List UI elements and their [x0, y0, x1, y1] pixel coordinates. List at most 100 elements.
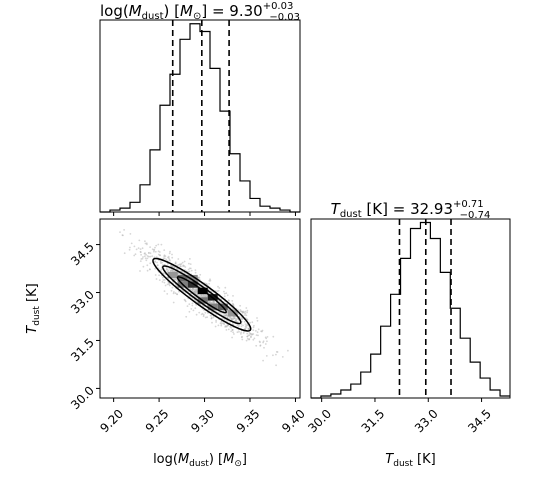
- joint-yticklabel-0: 30.0: [68, 383, 97, 412]
- joint-xticklabel-3: 9.35: [234, 407, 263, 436]
- scatter-point: [194, 307, 197, 310]
- scatter-point: [160, 243, 163, 246]
- scatter-point: [203, 309, 206, 312]
- scatter-point: [236, 331, 239, 334]
- scatter-point: [272, 335, 275, 338]
- joint-xticklabel-0: 9.20: [97, 407, 126, 436]
- scatter-point: [174, 292, 177, 295]
- scatter-point: [217, 289, 220, 292]
- scatter-point: [168, 283, 170, 286]
- scatter-point: [146, 243, 148, 246]
- scatter-point: [163, 281, 166, 284]
- scatter-point: [171, 256, 174, 259]
- scatter-point: [190, 269, 193, 272]
- scatter-point: [202, 313, 205, 316]
- scatter-point: [166, 276, 169, 279]
- tdust-xlabel: Tdust [K]: [385, 452, 435, 469]
- scatter-point: [256, 319, 259, 322]
- scatter-point: [171, 269, 174, 272]
- scatter-point: [245, 307, 248, 309]
- scatter-point: [157, 250, 160, 253]
- scatter-point: [139, 260, 142, 262]
- label-part: dust: [32, 306, 42, 326]
- scatter-point: [189, 258, 191, 260]
- joint-density-panel: 9.20 9.25 9.30 9.35 9.40 30.0 31.5 33.0 34.5 log(…: [25, 218, 308, 469]
- scatter-point: [256, 317, 258, 319]
- scatter-point: [281, 356, 284, 358]
- scatter-point: [166, 262, 169, 265]
- scatter-point: [240, 336, 243, 339]
- scatter-point: [241, 338, 244, 341]
- scatter-point: [140, 258, 143, 260]
- scatter-point: [256, 331, 259, 334]
- joint-xticklabel-1: 9.25: [143, 407, 172, 436]
- scatter-point: [192, 288, 195, 291]
- scatter-point: [168, 258, 171, 261]
- scatter-point: [218, 287, 221, 289]
- density-cell-6: [227, 310, 238, 317]
- scatter-point: [259, 341, 261, 344]
- scatter-point: [153, 250, 155, 253]
- scatter-point: [144, 252, 146, 255]
- scatter-point: [209, 279, 212, 282]
- density-cell-2: [187, 281, 198, 288]
- scatter-point: [209, 278, 211, 281]
- scatter-point: [245, 324, 248, 327]
- scatter-point: [133, 254, 136, 257]
- scatter-point: [231, 300, 234, 302]
- scatter-point: [163, 272, 165, 275]
- title-part: [K] = 32.93: [362, 200, 453, 218]
- scatter-point: [242, 332, 245, 334]
- scatter-point: [246, 309, 249, 312]
- label-part: T: [25, 325, 40, 334]
- scatter-point: [144, 257, 147, 260]
- scatter-point: [195, 303, 198, 306]
- joint-xticklabel-4: 9.40: [279, 407, 308, 436]
- scatter-point: [184, 288, 187, 290]
- scatter-point: [238, 330, 240, 333]
- label-part: ]: [242, 452, 247, 467]
- scatter-point: [246, 335, 249, 338]
- joint-frame: [99, 218, 301, 399]
- scatter-point: [178, 273, 181, 275]
- scatter-point: [162, 276, 164, 279]
- scatter-point: [178, 290, 180, 293]
- scatter-point: [222, 309, 225, 312]
- scatter-point: [153, 249, 155, 252]
- scatter-point: [210, 315, 213, 317]
- scatter-point: [123, 229, 125, 231]
- scatter-point: [217, 324, 220, 327]
- title-part: ⊙: [193, 11, 201, 22]
- label-part: ) [: [209, 452, 223, 467]
- scatter-point: [220, 324, 223, 327]
- scatter-point: [191, 302, 194, 305]
- scatter-point: [232, 331, 235, 334]
- scatter-point: [148, 251, 150, 254]
- label-part: M: [178, 452, 189, 467]
- mdust-hist-frame: [99, 19, 301, 213]
- scatter-point: [275, 353, 277, 356]
- scatter-point: [244, 314, 246, 316]
- scatter-point: [182, 290, 185, 293]
- scatter-point: [181, 270, 184, 273]
- scatter-point: [219, 311, 222, 314]
- scatter-point: [240, 323, 243, 326]
- scatter-point: [253, 324, 255, 327]
- scatter-point: [139, 270, 141, 272]
- scatter-point: [204, 316, 207, 319]
- scatter-point: [177, 264, 180, 266]
- scatter-point: [171, 286, 174, 289]
- scatter-point: [151, 248, 154, 251]
- scatter-point: [265, 355, 268, 357]
- tdust-hist-xticklabel-1: 31.5: [359, 407, 388, 436]
- scatter-point: [184, 300, 187, 303]
- scatter-point: [236, 317, 239, 320]
- scatter-point: [163, 263, 166, 266]
- scatter-point: [255, 334, 258, 336]
- scatter-point: [168, 252, 171, 255]
- scatter-point: [221, 322, 224, 325]
- scatter-point: [160, 268, 163, 271]
- tdust-histogram-panel: 30.0 31.5 33.0 34.5 Tdust [K] = 32.93+0.71 −0…: [305, 199, 511, 469]
- scatter-point: [215, 321, 218, 323]
